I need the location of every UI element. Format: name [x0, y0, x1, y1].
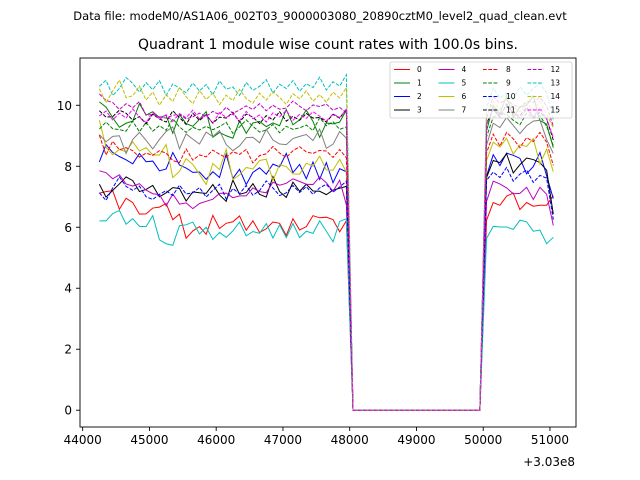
series-line-10: [98, 166, 554, 411]
legend-label-8: 8: [506, 65, 511, 74]
x-tick-label: 51000: [531, 433, 569, 447]
x-tick-label: 50000: [464, 433, 502, 447]
legend-label-13: 13: [551, 79, 561, 88]
legend-label-10: 10: [506, 92, 516, 101]
legend-label-4: 4: [462, 65, 467, 74]
series-line-15: [99, 105, 554, 411]
legend-label-14: 14: [551, 92, 561, 101]
x-tick-label: 49000: [397, 433, 435, 447]
plot-area: [98, 73, 554, 411]
legend-label-6: 6: [462, 92, 467, 101]
y-tick-label: 2: [64, 343, 72, 357]
legend-label-2: 2: [417, 92, 422, 101]
y-tick-label: 0: [64, 404, 72, 418]
x-tick-label: 46000: [197, 433, 235, 447]
x-tick-label: 47000: [264, 433, 302, 447]
y-tick-label: 4: [64, 282, 72, 296]
x-tick-label: 44000: [64, 433, 102, 447]
legend-label-3: 3: [417, 106, 422, 115]
legend-label-12: 12: [551, 65, 561, 74]
legend-label-5: 5: [462, 79, 467, 88]
legend-label-15: 15: [551, 106, 561, 115]
axes: 44000 45000 46000 47000 48000 49000 50000 51000…: [57, 57, 577, 447]
y-tick-label: 8: [64, 160, 72, 174]
legend-box: [389, 61, 573, 119]
x-tick-label: 45000: [130, 433, 168, 447]
x-offset-label: +3.03e8: [523, 455, 575, 469]
legend-label-9: 9: [506, 79, 511, 88]
figure-suptitle: Data file: modeM0/AS1A06_002T03_90000030…: [73, 9, 567, 23]
legend-label-7: 7: [462, 106, 467, 115]
legend-label-11: 11: [506, 106, 516, 115]
legend-label-0: 0: [417, 65, 422, 74]
chart-title: Quadrant 1 module wise count rates with …: [138, 37, 518, 53]
y-tick-label: 10: [57, 99, 72, 113]
x-tick-label: 48000: [331, 433, 369, 447]
y-tick-label: 6: [64, 221, 72, 235]
axes-frame: [79, 57, 577, 428]
legend-label-1: 1: [417, 79, 422, 88]
